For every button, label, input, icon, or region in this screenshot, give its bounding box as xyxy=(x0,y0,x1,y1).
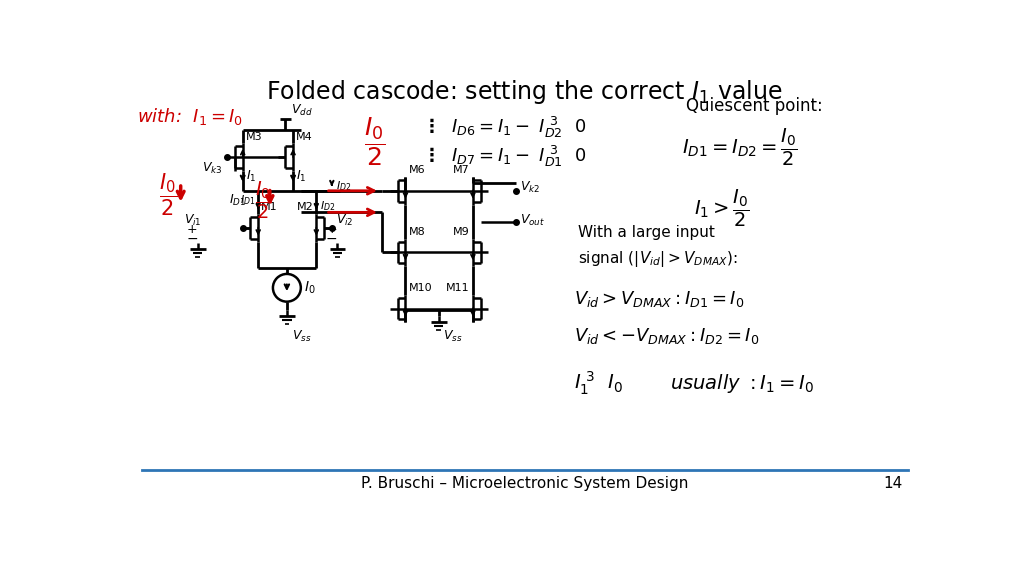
Text: M9: M9 xyxy=(453,227,470,237)
Text: with:  $I_1 = I_0$: with: $I_1 = I_0$ xyxy=(137,105,244,127)
Text: +: + xyxy=(327,223,337,236)
Text: $\mathbf{\vdots}$  $I_{D7} = I_1 -\ I_{D1}^{\ 3}\ \ 0$: $\mathbf{\vdots}$ $I_{D7} = I_1 -\ I_{D1… xyxy=(423,145,587,169)
Text: $I_{D1}$: $I_{D1}$ xyxy=(240,193,255,207)
Text: M2: M2 xyxy=(297,202,313,213)
Text: $V_{ss}$: $V_{ss}$ xyxy=(292,329,311,344)
Text: $V_{ss}$: $V_{ss}$ xyxy=(443,329,463,344)
Text: $I_1^{\ 3}\ \ I_0$: $I_1^{\ 3}\ \ I_0$ xyxy=(573,370,623,397)
Text: −: − xyxy=(186,232,198,245)
Text: −: − xyxy=(326,232,338,245)
Text: $V_{id} > V_{DMAX} : I_{D1} = I_0$: $V_{id} > V_{DMAX} : I_{D1} = I_0$ xyxy=(573,289,743,309)
Text: Quiescent point:: Quiescent point: xyxy=(686,97,822,115)
Text: $V_{id} < - V_{DMAX} : I_{D2} = I_0$: $V_{id} < - V_{DMAX} : I_{D2} = I_0$ xyxy=(573,325,759,346)
Text: $\mathbf{\vdots}$  $I_{D6} = I_1 -\ I_{D2}^{\ 3}\ \ 0$: $\mathbf{\vdots}$ $I_{D6} = I_1 -\ I_{D2… xyxy=(423,115,587,140)
Text: $V_{k2}$: $V_{k2}$ xyxy=(520,180,541,195)
Text: usually $: I_1 = I_0$: usually $: I_1 = I_0$ xyxy=(671,372,814,395)
Text: M6: M6 xyxy=(409,165,425,175)
Text: Folded cascode: setting the correct $I_1$ value: Folded cascode: setting the correct $I_1… xyxy=(266,78,783,105)
Text: $I_{D2}$: $I_{D2}$ xyxy=(336,179,351,193)
Text: $\dfrac{I_0}{2}$: $\dfrac{I_0}{2}$ xyxy=(160,172,177,218)
Text: $V_{out}$: $V_{out}$ xyxy=(520,213,546,228)
Text: M11: M11 xyxy=(446,283,470,293)
Text: P. Bruschi – Microelectronic System Design: P. Bruschi – Microelectronic System Desi… xyxy=(361,476,688,491)
Text: 14: 14 xyxy=(884,476,903,491)
Text: $\dfrac{I_0}{2}$: $\dfrac{I_0}{2}$ xyxy=(255,179,272,221)
Text: M4: M4 xyxy=(296,131,313,142)
Text: M3: M3 xyxy=(246,131,262,142)
Text: With a large input
signal ($|V_{id}|> V_{DMAX}$):: With a large input signal ($|V_{id}|> V_… xyxy=(578,225,737,268)
Text: $I_1$: $I_1$ xyxy=(296,169,306,184)
Text: $I_1$: $I_1$ xyxy=(246,169,256,184)
Text: M1: M1 xyxy=(261,202,278,213)
Text: $I_{D1}$: $I_{D1}$ xyxy=(228,192,246,207)
Text: $V_{dd}$: $V_{dd}$ xyxy=(291,103,312,118)
Text: $I_{D1} = I_{D2} = \dfrac{I_0}{2}$: $I_{D1} = I_{D2} = \dfrac{I_0}{2}$ xyxy=(682,126,798,168)
Text: $V_{k3}$: $V_{k3}$ xyxy=(202,161,222,176)
Text: M10: M10 xyxy=(409,283,432,293)
Text: $V_{i2}$: $V_{i2}$ xyxy=(336,213,353,228)
Text: +: + xyxy=(187,223,198,236)
Text: $\dfrac{I_0}{2}$: $\dfrac{I_0}{2}$ xyxy=(364,116,385,168)
Text: M8: M8 xyxy=(409,227,425,237)
Text: $I_1 > \dfrac{I_0}{2}$: $I_1 > \dfrac{I_0}{2}$ xyxy=(693,188,750,229)
Text: $V_{i1}$: $V_{i1}$ xyxy=(183,213,202,228)
Text: M7: M7 xyxy=(453,165,470,175)
Text: $I_{D2}$: $I_{D2}$ xyxy=(321,199,336,213)
Text: $I_0$: $I_0$ xyxy=(304,279,315,296)
